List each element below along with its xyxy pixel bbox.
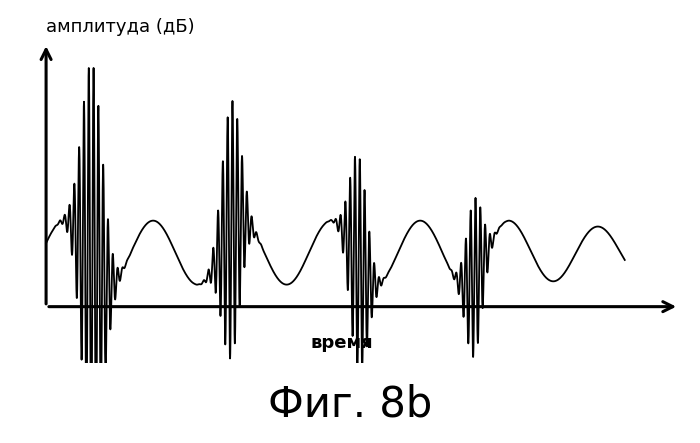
Text: амплитуда (дБ): амплитуда (дБ) — [46, 18, 195, 36]
Text: время: время — [310, 334, 373, 352]
Text: Фиг. 8b: Фиг. 8b — [268, 383, 432, 425]
